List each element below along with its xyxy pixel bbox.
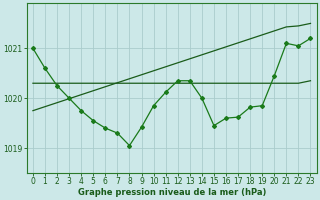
X-axis label: Graphe pression niveau de la mer (hPa): Graphe pression niveau de la mer (hPa) [77, 188, 266, 197]
